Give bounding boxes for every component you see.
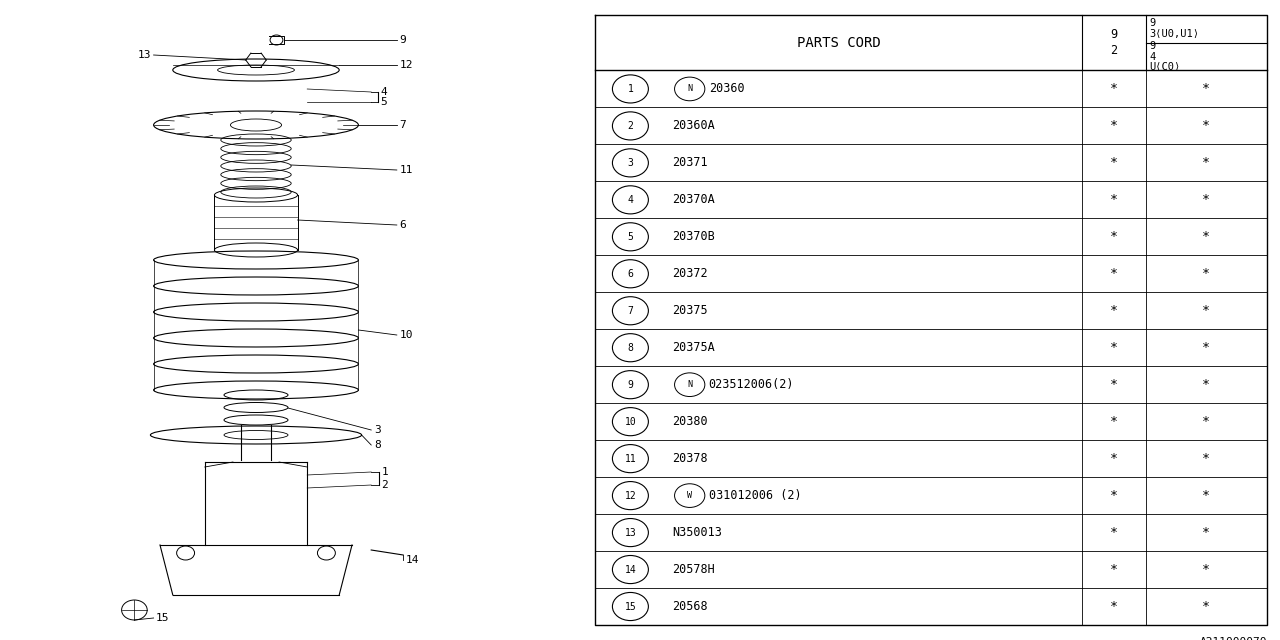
Text: 20371: 20371 [672, 156, 708, 170]
Text: 20360: 20360 [709, 83, 744, 95]
Text: *: * [1110, 120, 1117, 132]
Text: *: * [1202, 526, 1211, 539]
Text: *: * [1202, 489, 1211, 502]
Text: 11: 11 [625, 454, 636, 463]
Text: 031012006 (2): 031012006 (2) [709, 489, 801, 502]
Text: 14: 14 [625, 564, 636, 575]
Text: *: * [1202, 83, 1211, 95]
Text: *: * [1110, 526, 1117, 539]
Text: 20380: 20380 [672, 415, 708, 428]
Text: 12: 12 [625, 491, 636, 500]
Text: 6: 6 [627, 269, 634, 279]
Text: *: * [1110, 415, 1117, 428]
Text: *: * [1202, 230, 1211, 243]
Text: 8: 8 [374, 440, 380, 450]
Text: 20370A: 20370A [672, 193, 714, 206]
Text: 12: 12 [399, 60, 413, 70]
Text: 1: 1 [381, 467, 388, 477]
Text: 11: 11 [399, 165, 413, 175]
Text: PARTS CORD: PARTS CORD [796, 36, 881, 50]
Text: *: * [1110, 156, 1117, 170]
Text: *: * [1202, 304, 1211, 317]
Text: 20375A: 20375A [672, 341, 714, 354]
Text: 20568: 20568 [672, 600, 708, 613]
Text: *: * [1202, 452, 1211, 465]
Text: *: * [1202, 156, 1211, 170]
Text: 9
3⟨U0,U1⟩: 9 3⟨U0,U1⟩ [1149, 19, 1199, 39]
Text: *: * [1110, 378, 1117, 391]
Text: W: W [687, 491, 692, 500]
Text: 7: 7 [399, 120, 406, 130]
Text: 6: 6 [399, 220, 406, 230]
Text: 10: 10 [399, 330, 413, 340]
Text: 20372: 20372 [672, 268, 708, 280]
Text: *: * [1202, 120, 1211, 132]
Text: *: * [1202, 563, 1211, 576]
Text: 7: 7 [627, 306, 634, 316]
Text: *: * [1202, 341, 1211, 354]
Text: *: * [1202, 268, 1211, 280]
Text: *: * [1202, 193, 1211, 206]
Text: 023512006(2): 023512006(2) [709, 378, 794, 391]
Text: *: * [1110, 452, 1117, 465]
Text: N: N [687, 84, 692, 93]
Text: 20375: 20375 [672, 304, 708, 317]
Text: 8: 8 [627, 343, 634, 353]
Text: *: * [1110, 341, 1117, 354]
Text: 1: 1 [627, 84, 634, 94]
Text: 13: 13 [137, 50, 151, 60]
Text: N350013: N350013 [672, 526, 722, 539]
Text: 2: 2 [627, 121, 634, 131]
Text: 20360A: 20360A [672, 120, 714, 132]
Text: 4: 4 [627, 195, 634, 205]
Text: 4: 4 [380, 87, 387, 97]
Text: *: * [1110, 83, 1117, 95]
Text: N: N [687, 380, 692, 389]
Text: 3: 3 [627, 158, 634, 168]
Text: 5: 5 [380, 97, 387, 107]
Text: 15: 15 [625, 602, 636, 611]
Text: 9
4
U⟨C0⟩: 9 4 U⟨C0⟩ [1149, 41, 1180, 72]
Text: A211000070: A211000070 [1199, 637, 1267, 640]
Text: 15: 15 [156, 613, 170, 623]
Text: *: * [1202, 600, 1211, 613]
Text: *: * [1110, 304, 1117, 317]
Text: 10: 10 [625, 417, 636, 427]
Text: 2: 2 [381, 480, 388, 490]
Text: 14: 14 [406, 555, 420, 565]
Text: 20378: 20378 [672, 452, 708, 465]
Text: *: * [1110, 193, 1117, 206]
Text: *: * [1110, 563, 1117, 576]
Text: 20578H: 20578H [672, 563, 714, 576]
Text: *: * [1110, 489, 1117, 502]
Text: *: * [1110, 268, 1117, 280]
Text: 5: 5 [627, 232, 634, 242]
Text: 20370B: 20370B [672, 230, 714, 243]
Text: 9: 9 [627, 380, 634, 390]
Text: 9: 9 [399, 35, 406, 45]
Text: 13: 13 [625, 527, 636, 538]
Text: 9
2: 9 2 [1110, 28, 1117, 57]
Text: *: * [1202, 378, 1211, 391]
Text: *: * [1202, 415, 1211, 428]
Text: 3: 3 [374, 425, 380, 435]
Text: *: * [1110, 600, 1117, 613]
Text: *: * [1110, 230, 1117, 243]
